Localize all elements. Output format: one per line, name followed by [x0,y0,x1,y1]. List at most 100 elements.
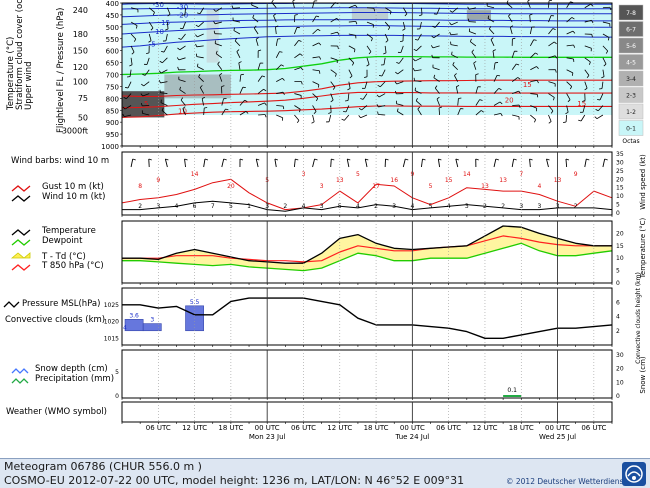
upper-wind-barb-feather [197,63,199,67]
upper-air-panel: Temperature (°C)Stratiform cloud cover (… [6,0,644,151]
upper-wind-barb-feather [335,73,337,77]
wind-value-label: 1 [247,203,251,210]
upper-wind-barb [602,6,610,9]
upper-wind-barb-feather [571,17,575,20]
panel-frame-4 [121,287,613,346]
upper-wind-barb-feather [131,51,135,55]
legend-wind: Wind 10 m (kt) [42,192,105,202]
wind-barb-10m [346,158,350,168]
snow-precip-panel: Snow depth (cm) Precipitation (mm) Snow … [11,352,647,400]
upper-wind-barb [273,15,277,23]
upper-wind-barb-feather [313,111,317,114]
upper-wind-barb-feather [225,108,229,111]
cloud-scale-swatch [618,120,644,136]
upper-wind-barb [383,57,386,65]
wind-barb-10m [221,158,225,168]
upper-wind-barb [162,57,168,64]
upper-wind-barb-feather [337,45,339,50]
isotherm-blue [121,34,612,48]
wind-barb-10m [420,158,423,168]
upper-wind-barb-feather [419,14,423,17]
upper-wind-barb-feather [571,72,574,76]
upper-wind-barb-feather [496,74,501,77]
upper-wind-barb [378,105,386,108]
upper-wind-barb [328,114,332,122]
upper-wind-barb-feather [605,50,609,54]
upper-wind-barb [438,108,440,116]
upper-wind-barb [348,57,355,64]
upper-wind-barb-feather [536,80,539,84]
upper-wind-barb [221,108,226,116]
upper-wind-barb-feather [180,97,184,101]
gust-value-label: 17 [372,183,380,190]
upper-wind-barb [179,89,186,94]
upper-wind-barb-feather [161,107,164,111]
upper-wind-barb-feather [231,5,234,9]
upper-wind-barb-feather [490,37,494,40]
convective-cloud-label: 3 [150,317,154,324]
upper-wind-barb-feather [500,113,503,117]
upper-wind-barb-feather [195,43,198,47]
upper-wind-barb [251,4,259,9]
upper-wind-barb-feather [198,73,201,78]
isotherm-label: 15 [577,100,586,108]
upper-wind-barb-feather [311,121,315,124]
upper-wind-barb-feather [161,50,165,53]
isotherm-blue [121,25,612,35]
isotherm-label: -5 [149,41,156,49]
wind-barb-10m [529,158,531,168]
upper-wind-barb [493,101,501,106]
gust-value-label: 3 [302,171,306,178]
t-td-fill [122,226,612,271]
upper-wind-barb-feather [368,51,372,55]
upper-wind-barb-feather [533,39,537,41]
upper-wind-barb [130,45,135,53]
upper-wind-barb-feather [383,52,387,55]
upper-wind-barb-feather [234,38,238,42]
wind-barb-10m-feather [314,158,318,161]
upper-wind-barb [493,62,496,70]
upper-wind-barb [148,33,152,41]
legend-snow: Snow depth (cm) [35,364,108,374]
upper-wind-barb [215,43,222,47]
upper-wind-barb-feather [399,40,404,43]
cloud-scale-label: 2-3 [626,93,636,100]
day-label: Wed 25 Jul [539,433,576,441]
wind-barb-10m-feather [385,158,389,161]
upper-wind-barb [217,63,223,70]
upper-wind-barb [597,105,604,111]
flight-level-label: 75 [78,94,88,103]
wind-barb-10m [402,158,406,168]
upper-wind-barb [197,66,204,71]
upper-wind-barb [433,33,440,39]
upper-wind-barb [348,45,356,50]
upper-wind-barb [489,28,495,35]
temperature-ytick: 20 [616,230,624,237]
upper-wind-barb-feather [142,74,146,76]
upper-wind-barb-feather [394,90,397,94]
time-tick-label: 06 UTC [581,424,606,432]
upper-wind-barb-feather [553,97,555,101]
wind-value-label: 2 [283,203,287,210]
upper-wind-barb-feather [563,121,567,123]
cloud-scale-label: 6-7 [626,27,636,34]
upper-wind-barb [201,98,205,106]
legend-t-td-icon [10,252,31,259]
gust-value-label: 7 [519,171,523,178]
upper-wind-barb-feather [518,90,521,94]
pressure-level-label: 950 [106,131,119,139]
upper-wind-barb [348,69,353,77]
upper-wind-barb-feather [475,73,479,76]
wind-barb-10m-feather [495,158,499,161]
upper-wind-barb-feather [588,61,591,65]
precipitation-label: 0.1 [507,387,517,394]
upper-wind-barb [126,93,132,99]
gust-value-label: 3 [320,183,324,190]
upper-wind-barb [366,7,375,9]
upper-wind-barb [180,33,186,40]
snow-ylabel: Snow (cm) [639,356,647,394]
upper-wind-barb [165,33,168,41]
upper-wind-barb [199,7,205,14]
upper-wind-barb-feather [341,118,345,121]
